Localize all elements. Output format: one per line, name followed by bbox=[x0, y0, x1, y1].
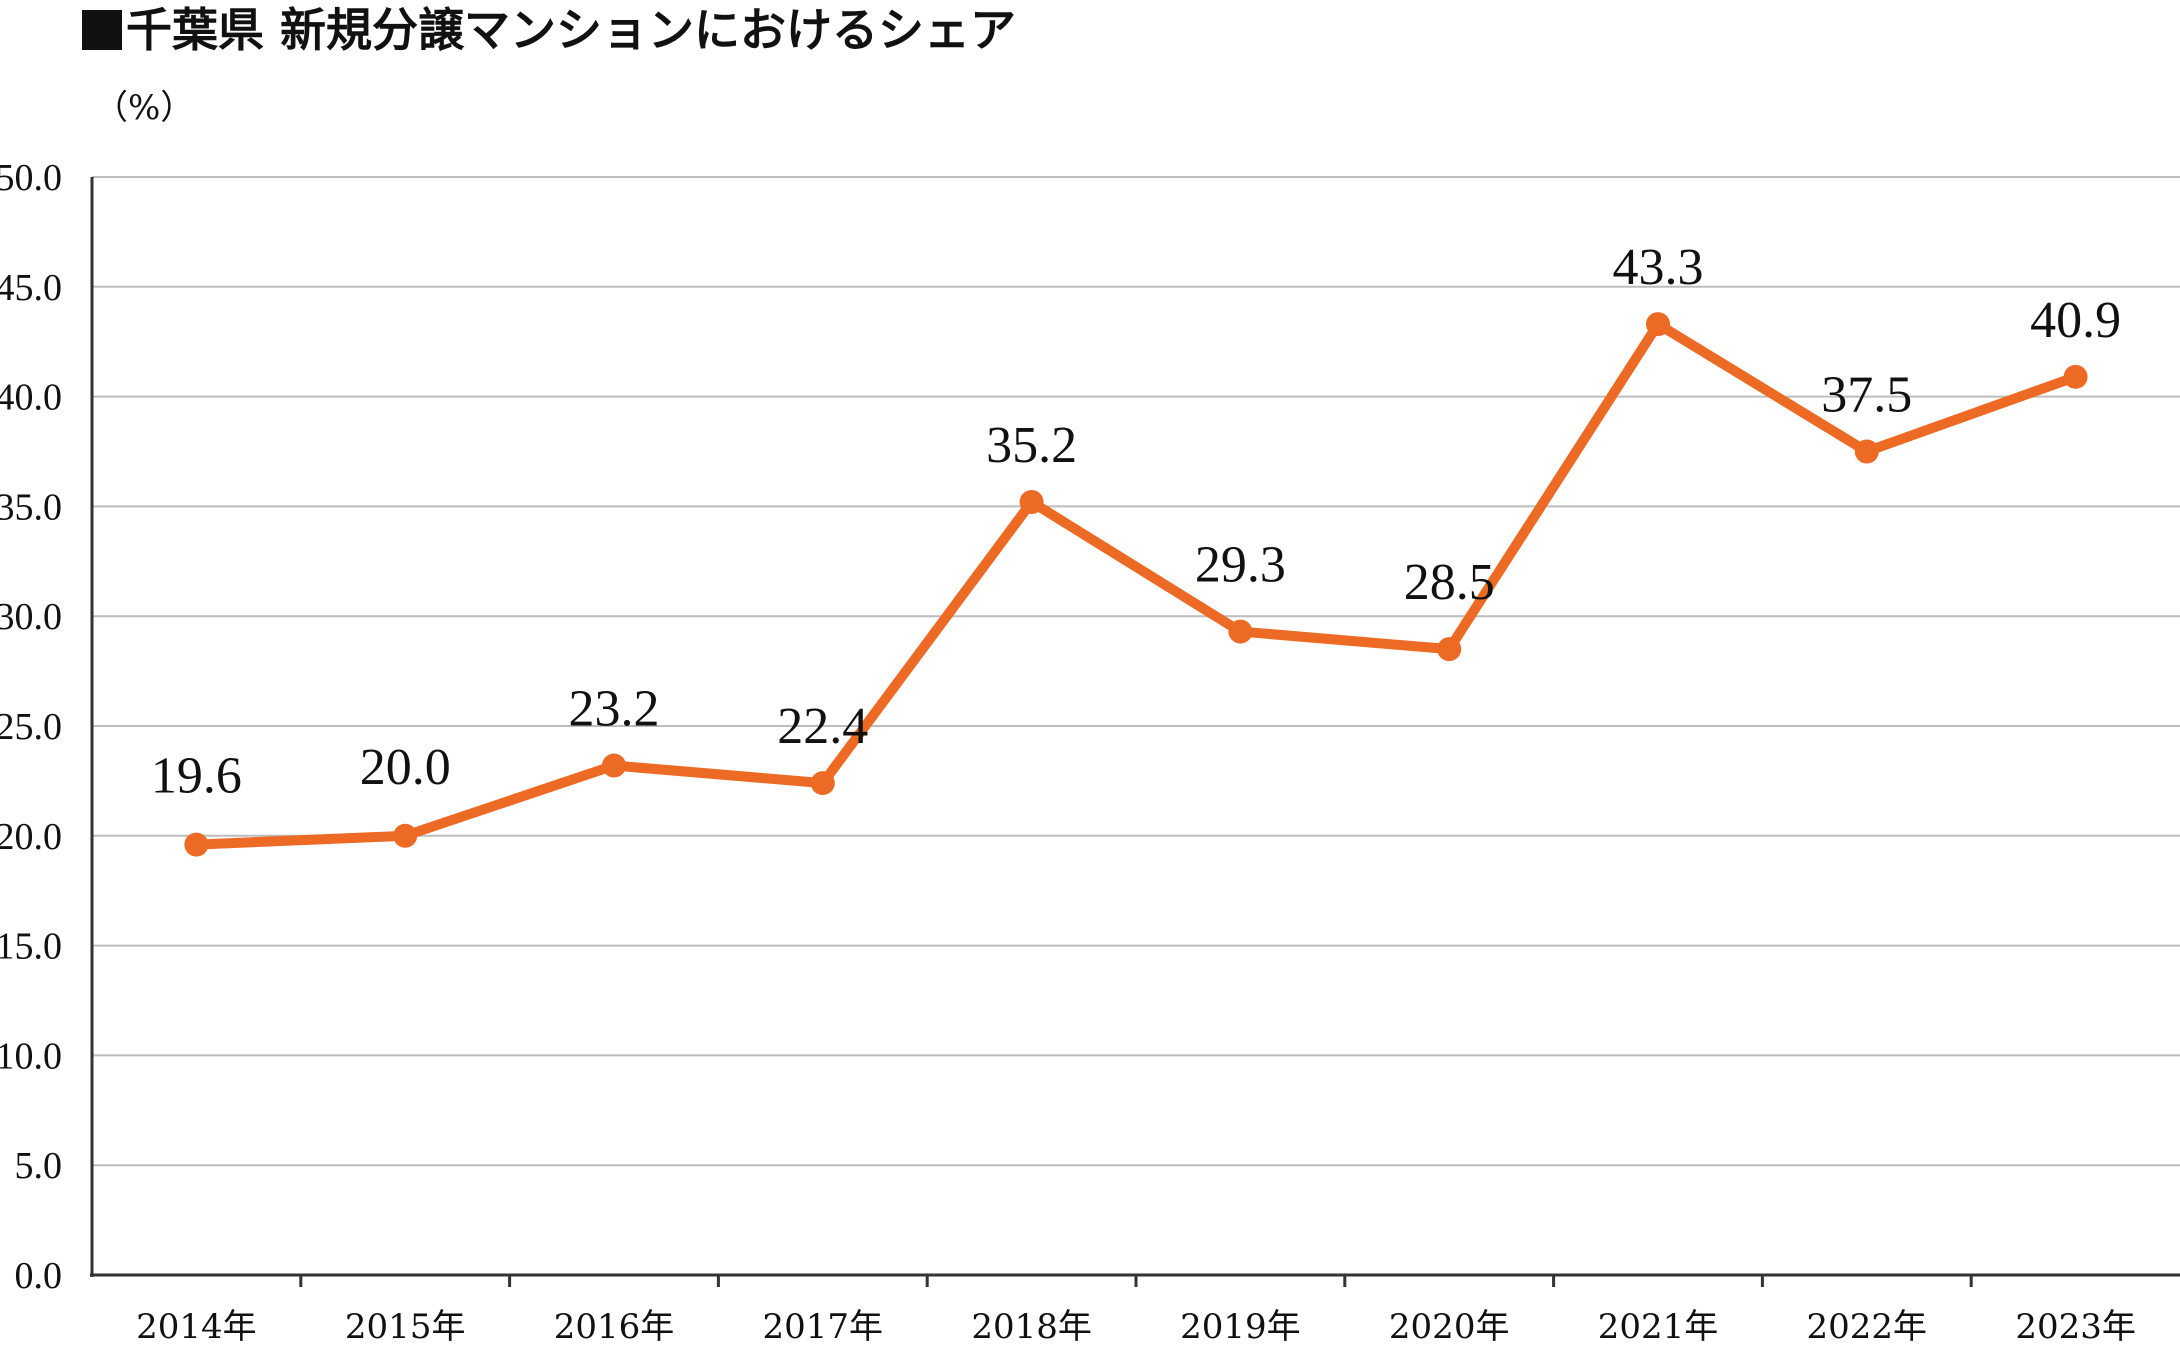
data-label: 40.9 bbox=[2030, 292, 2121, 349]
data-label: 19.6 bbox=[151, 748, 242, 805]
x-tick-label: 2016年 bbox=[554, 1307, 675, 1347]
data-label: 29.3 bbox=[1195, 537, 1286, 594]
y-tick-label: 35.0 bbox=[0, 486, 62, 528]
data-labels: 19.6 20.0 23.2 22.4 35.2 29.3 28.5 43.3 37.5 40.9 bbox=[151, 239, 2121, 804]
square-bullet-icon bbox=[82, 10, 122, 50]
x-tick-label: 2022年 bbox=[1807, 1307, 1928, 1347]
y-axis-unit-label: （%） bbox=[94, 88, 195, 128]
chart-title: 千葉県 新規分譲マンションにおけるシェア bbox=[82, 2, 1016, 58]
x-tick-label: 2014年 bbox=[136, 1307, 257, 1347]
data-point bbox=[1437, 637, 1462, 662]
data-point bbox=[184, 832, 209, 857]
data-label: 22.4 bbox=[777, 698, 868, 755]
x-tick-label: 2020年 bbox=[1389, 1307, 1510, 1347]
x-tick-label: 2018年 bbox=[971, 1307, 1092, 1347]
chart-title-text: 千葉県 新規分譲マンションにおけるシェア bbox=[126, 3, 1017, 57]
data-point bbox=[1646, 312, 1670, 337]
series-line bbox=[191, 319, 2081, 850]
y-tick-label: 45.0 bbox=[0, 267, 62, 309]
data-point bbox=[2063, 364, 2088, 389]
x-tick-label: 2017年 bbox=[763, 1307, 884, 1347]
y-tick-label: 10.0 bbox=[0, 1035, 62, 1077]
x-tick-label: 2021年 bbox=[1598, 1307, 1719, 1347]
data-point bbox=[602, 753, 626, 778]
x-tick-label: 2023年 bbox=[2015, 1307, 2136, 1347]
y-tick-label: 15.0 bbox=[0, 926, 62, 968]
y-tick-label: 0.0 bbox=[15, 1255, 63, 1297]
data-point bbox=[1854, 439, 1879, 464]
y-tick-label: 25.0 bbox=[0, 706, 62, 748]
data-point bbox=[1019, 490, 1044, 515]
data-label: 43.3 bbox=[1613, 239, 1704, 296]
x-tick-label: 2019年 bbox=[1180, 1307, 1301, 1347]
x-axis-tick-labels: 2014年 2015年 2016年 2017年 2018年 2019年 2020年 2021年… bbox=[136, 1307, 2136, 1347]
y-tick-label: 5.0 bbox=[15, 1145, 63, 1187]
data-point bbox=[393, 823, 418, 848]
y-tick-label: 30.0 bbox=[0, 596, 62, 638]
data-label: 28.5 bbox=[1404, 554, 1495, 611]
y-tick-label: 50.0 bbox=[0, 157, 62, 199]
data-series bbox=[184, 312, 2088, 857]
y-tick-label: 20.0 bbox=[0, 816, 62, 858]
axes bbox=[90, 177, 2180, 1287]
data-label: 23.2 bbox=[569, 681, 660, 738]
data-label: 20.0 bbox=[360, 739, 451, 796]
y-tick-label: 40.0 bbox=[0, 377, 62, 419]
data-point bbox=[1228, 619, 1253, 644]
data-label: 35.2 bbox=[986, 417, 1077, 474]
gridlines bbox=[92, 176, 2180, 1167]
data-label: 37.5 bbox=[1821, 367, 1912, 424]
y-axis-tick-labels: 0.0 5.0 10.0 15.0 20.0 25.0 30.0 35.0 40.0 45.0 50… bbox=[0, 157, 62, 1297]
x-tick-label: 2015年 bbox=[345, 1307, 466, 1347]
data-point bbox=[810, 771, 835, 796]
